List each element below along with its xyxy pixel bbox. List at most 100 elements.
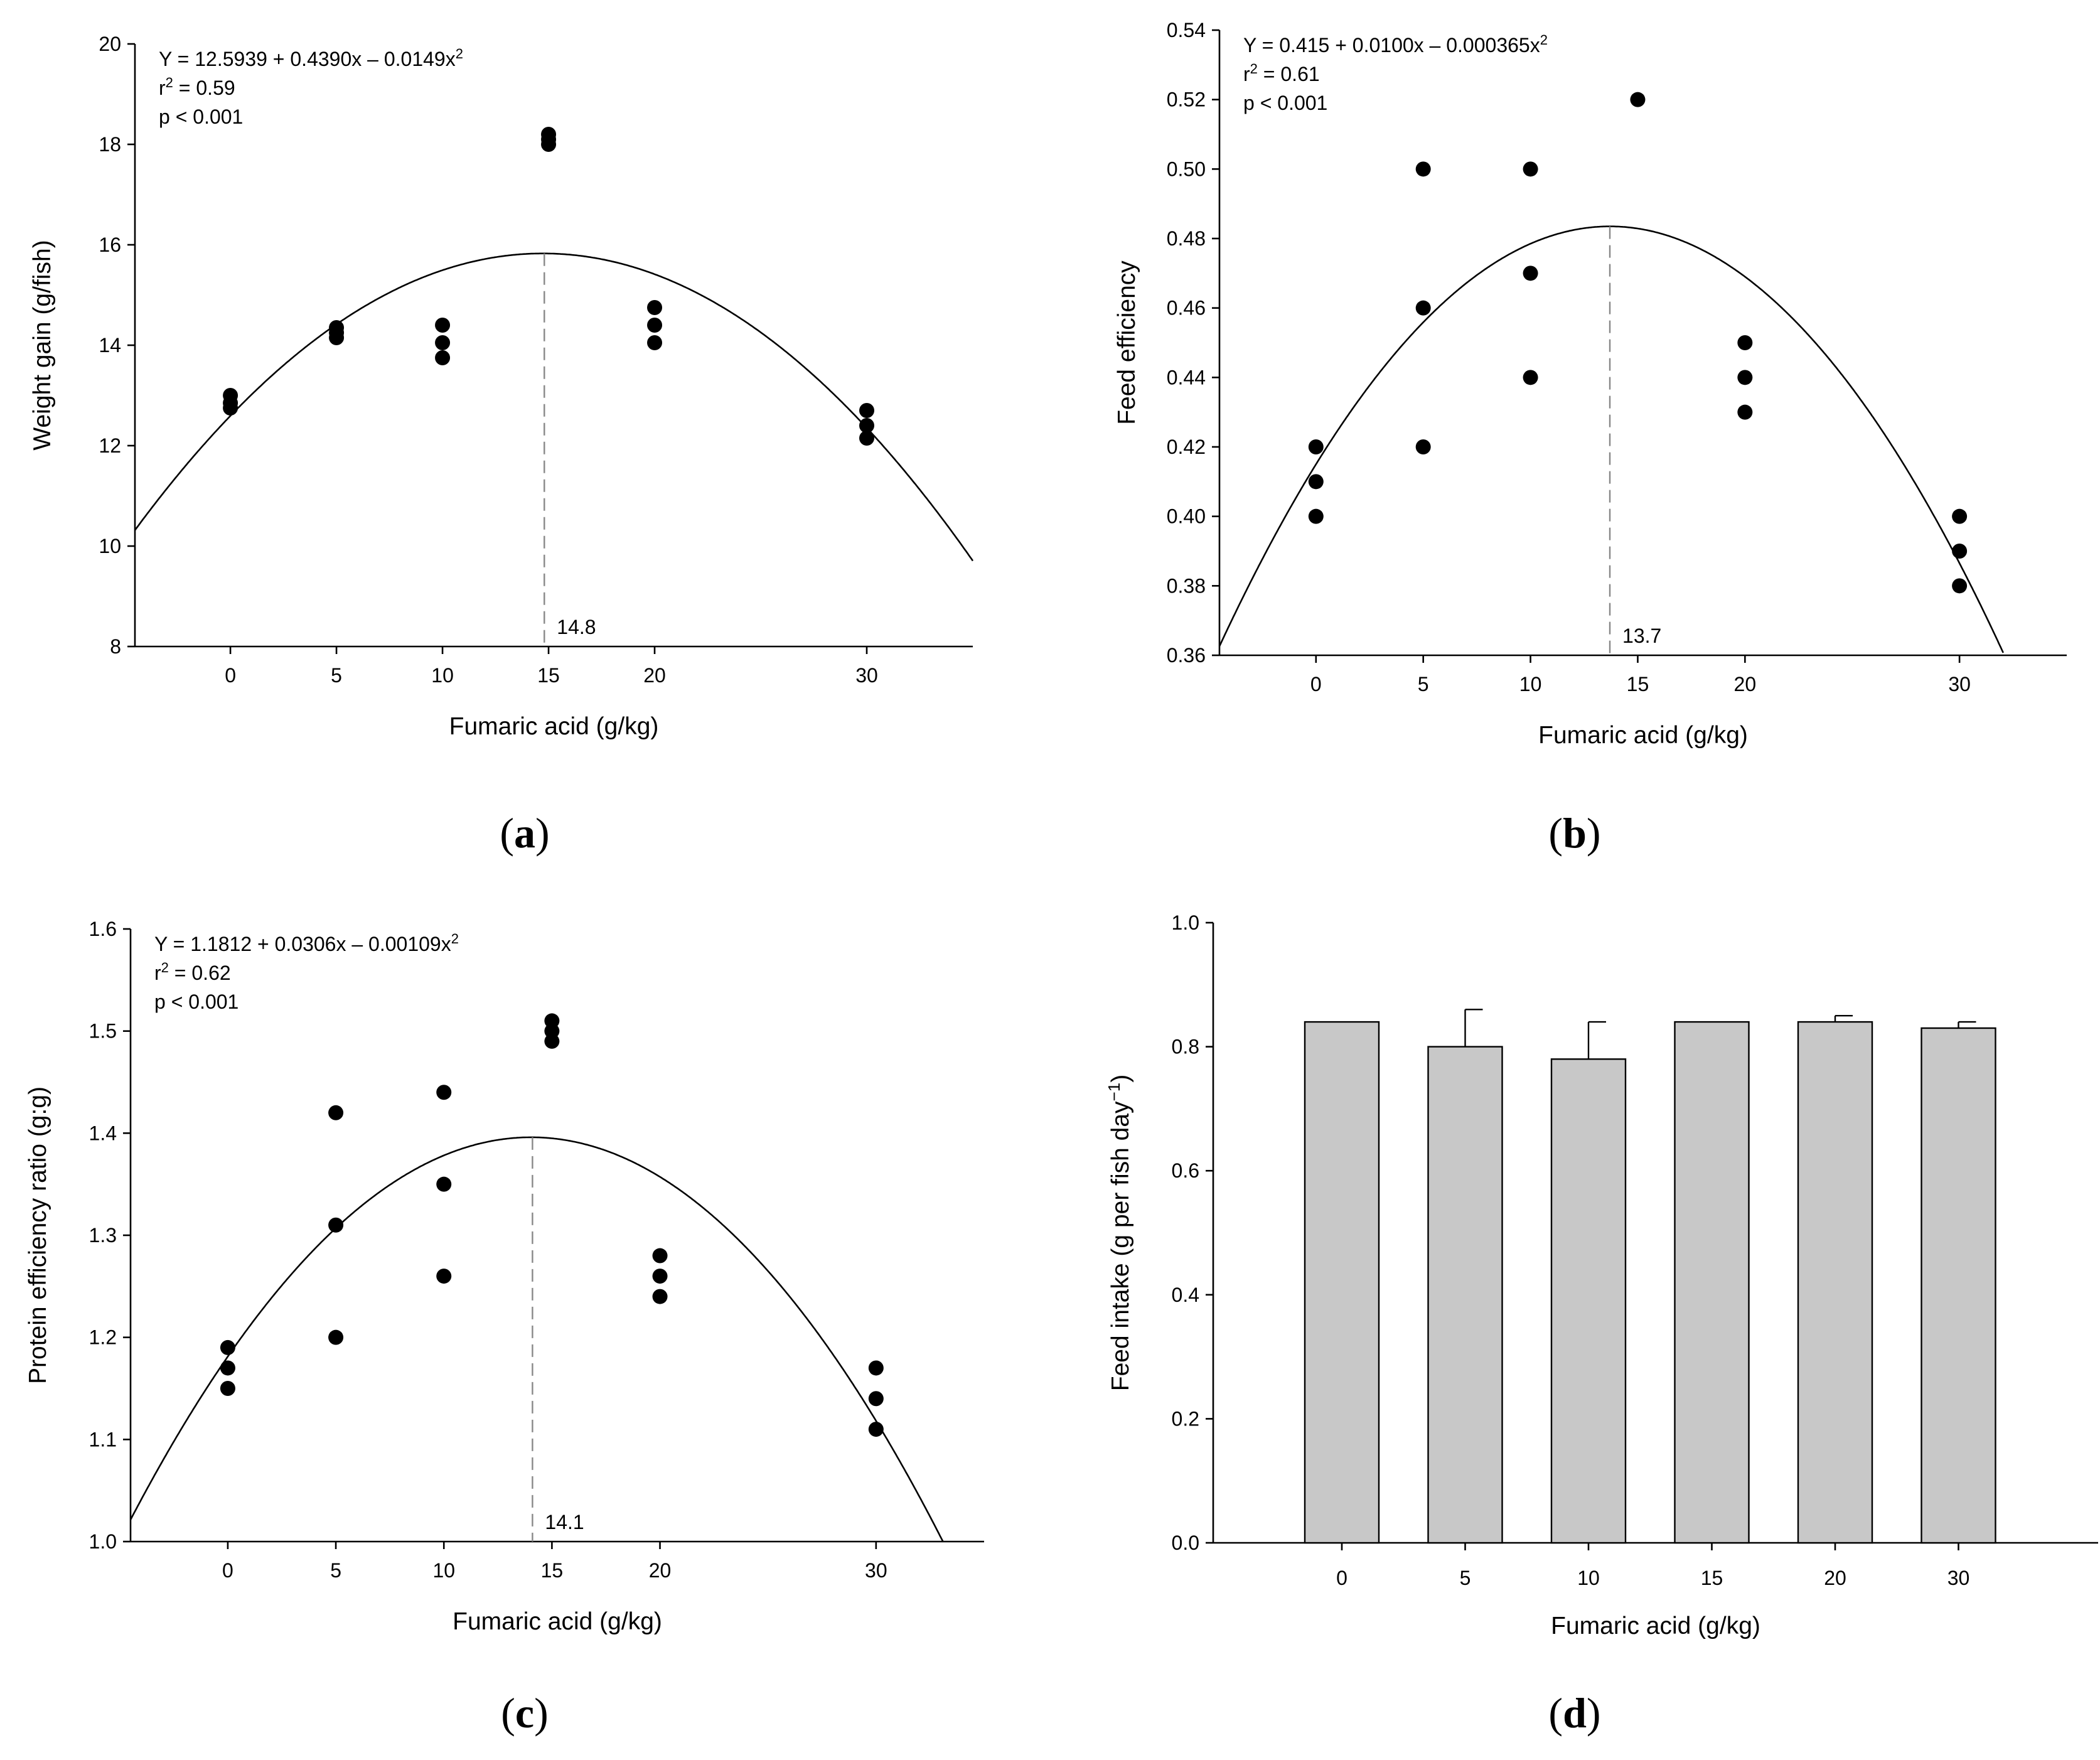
y-tick-label: 0.38 [1167, 574, 1206, 597]
y-tick-label: 1.0 [89, 1530, 117, 1553]
data-point [859, 431, 875, 446]
y-tick-label: 8 [110, 635, 121, 658]
panel-label: (c) [501, 1689, 549, 1737]
x-tick-label: 0 [1310, 673, 1322, 695]
r-squared-text: r2 = 0.61 [1243, 61, 1320, 85]
data-point [1523, 266, 1538, 281]
x-tick-label: 15 [1627, 673, 1649, 695]
chart-panel-d: 0.0 0.2 0.4 0.6 0.8 1.0 0 5 10 15 20 30 Fumaric acid… [1105, 911, 2098, 1737]
data-point [1523, 161, 1538, 177]
r-squared-text: r2 = 0.62 [154, 960, 231, 984]
x-tick-label: 30 [865, 1559, 887, 1582]
data-point [220, 1360, 235, 1376]
data-point [435, 318, 451, 333]
x-tick-label: 10 [432, 1559, 455, 1582]
x-tick-label: 20 [1824, 1567, 1846, 1589]
y-tick-label: 18 [99, 133, 121, 156]
data-point [329, 330, 345, 345]
y-tick-label: 1.5 [89, 1020, 117, 1043]
y-tick-label: 0.54 [1167, 19, 1206, 41]
x-axis-title: Fumaric acid (g/kg) [1551, 1612, 1760, 1639]
data-point [647, 300, 663, 315]
data-point [328, 1105, 344, 1120]
data-point [436, 1269, 452, 1284]
data-point [1737, 404, 1753, 420]
x-tick-label: 5 [1460, 1567, 1471, 1589]
x-tick-label: 10 [1519, 673, 1542, 695]
x-tick-label: 15 [1701, 1567, 1723, 1589]
y-tick-label: 14 [99, 334, 121, 357]
data-point [859, 418, 875, 433]
data-point [223, 400, 238, 416]
data-point [220, 1339, 235, 1355]
y-tick-label: 0.0 [1172, 1532, 1199, 1554]
y-tick-label: 0.2 [1172, 1407, 1199, 1430]
y-tick-label: 1.6 [89, 918, 117, 940]
regression-curve [134, 252, 974, 562]
p-value-text: p < 0.001 [154, 990, 238, 1013]
data-point [1308, 508, 1324, 524]
data-point [328, 1217, 344, 1233]
y-tick-label: 0.50 [1167, 158, 1206, 180]
y-tick-label: 12 [99, 434, 121, 457]
y-axis-title: Feed intake (g per fish day−1) [1105, 1075, 1134, 1391]
x-tick-label: 5 [330, 1559, 341, 1582]
x-axis-title: Fumaric acid (g/kg) [449, 713, 659, 740]
bar [1921, 1027, 1996, 1544]
bar [1797, 1021, 1873, 1544]
data-point [868, 1391, 884, 1407]
x-tick-label: 5 [1418, 673, 1429, 695]
data-point [1308, 474, 1324, 490]
y-axis-title: Weight gain (g/fish) [29, 240, 56, 450]
y-tick-label: 0.46 [1167, 297, 1206, 319]
data-point [541, 137, 557, 152]
equation-text: Y = 1.1812 + 0.0306x – 0.00109x2 [154, 931, 459, 955]
optimum-label: 14.1 [545, 1511, 584, 1533]
x-tick-label: 20 [643, 664, 666, 687]
y-tick-label: 0.52 [1167, 89, 1206, 111]
y-tick-label: 1.4 [89, 1122, 117, 1144]
data-point [328, 1329, 344, 1345]
x-tick-label: 0 [1336, 1567, 1347, 1589]
y-tick-label: 0.8 [1172, 1036, 1199, 1058]
y-tick-label: 0.48 [1167, 227, 1206, 250]
data-point [220, 1381, 235, 1396]
x-tick-label: 30 [1947, 1567, 1970, 1589]
equation-text: Y = 0.415 + 0.0100x – 0.000365x2 [1243, 32, 1548, 56]
data-point [1952, 508, 1968, 524]
y-tick-label: 0.42 [1167, 436, 1206, 458]
data-point [652, 1289, 668, 1304]
x-tick-label: 20 [1734, 673, 1757, 695]
data-point [1952, 578, 1968, 594]
y-tick-label: 0.36 [1167, 644, 1206, 667]
optimum-label: 14.8 [557, 616, 596, 638]
y-tick-label: 1.1 [89, 1428, 117, 1451]
bar [1304, 1021, 1380, 1544]
y-tick-label: 1.2 [89, 1326, 117, 1349]
data-point [1415, 439, 1431, 454]
y-tick-label: 0.4 [1172, 1284, 1199, 1306]
regression-curve [1218, 225, 2004, 653]
data-point [435, 350, 451, 365]
optimum-label: 13.7 [1622, 625, 1661, 647]
data-point [544, 1033, 560, 1049]
data-point [435, 335, 451, 350]
r-squared-text: r2 = 0.59 [159, 75, 235, 99]
data-point [868, 1422, 884, 1437]
data-point [1523, 370, 1538, 385]
regression-curve [129, 1136, 944, 1542]
x-tick-label: 30 [855, 664, 878, 687]
bar [1550, 1058, 1627, 1544]
panel-label: (a) [500, 809, 549, 857]
chart-panel-c: 1.0 1.1 1.2 1.3 1.4 1.5 1.6 0 5 10 15 20 30 Fumaric a… [24, 918, 984, 1737]
data-point [1737, 370, 1753, 385]
data-point [652, 1269, 668, 1284]
y-axis-title: Protein efficiency ratio (g:g) [24, 1087, 51, 1384]
panel-label: (b) [1548, 809, 1600, 857]
chart-panel-a: 8 10 12 14 16 18 20 0 5 10 15 20 30 Fumaric acid (g/k… [29, 33, 974, 857]
data-point [1737, 335, 1753, 350]
y-tick-label: 1.0 [1172, 911, 1199, 934]
data-point [868, 1360, 884, 1376]
x-tick-label: 20 [649, 1559, 672, 1582]
data-point [1415, 161, 1431, 177]
